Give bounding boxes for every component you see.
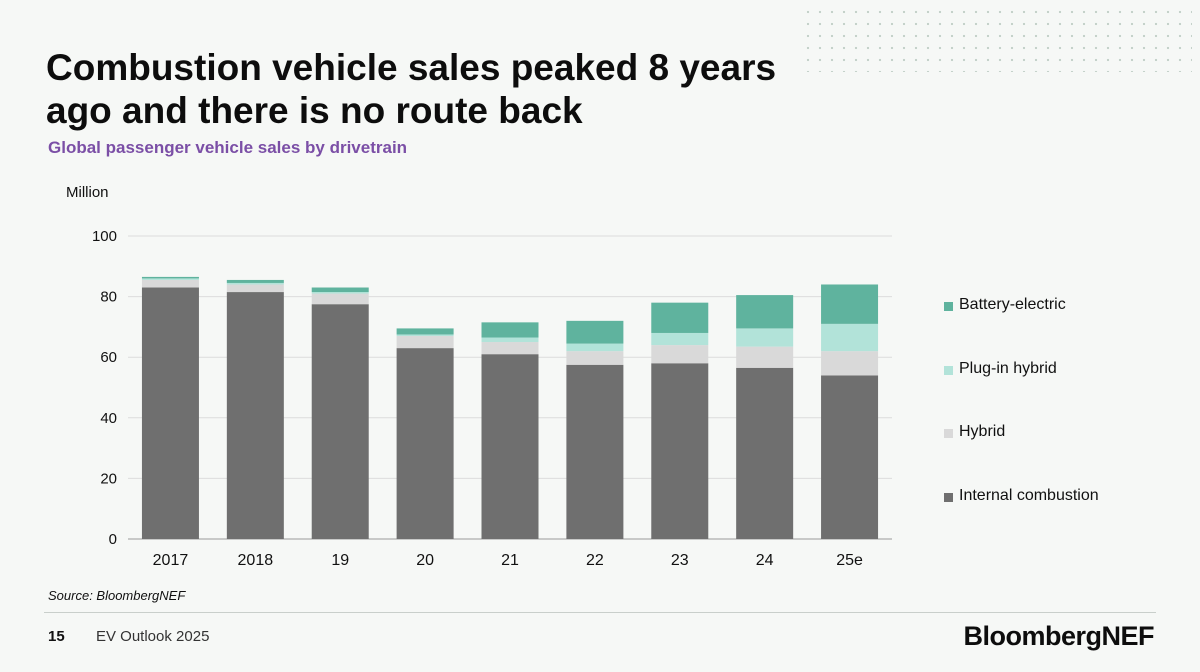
footer-publication-name: EV Outlook 2025 (96, 628, 210, 645)
bar-segment-hybrid (481, 342, 539, 355)
bar-segment-hybrid (226, 284, 284, 293)
y-axis-unit-label: Million (66, 184, 109, 201)
x-axis-ticks: 2017 2018 19 20 21 22 23 24 25e (153, 552, 863, 569)
bar-segment-battery-electric (226, 279, 284, 283)
x-tick-label: 2017 (153, 552, 189, 569)
slide-title: Combustion vehicle sales peaked 8 years … (46, 47, 777, 131)
legend-swatch (944, 429, 953, 438)
legend-item: Plug-in hybrid (944, 360, 1174, 424)
bar-segment-internal-combustion (651, 363, 709, 539)
page-number: 15 (48, 628, 65, 645)
bar-segment-battery-electric (821, 284, 879, 324)
x-tick-label: 25e (836, 552, 863, 569)
bar-segment-hybrid (651, 345, 709, 364)
legend-item: Internal combustion (944, 487, 1174, 551)
stacked-bar-chart: 0 20 40 60 80 100 2017 2018 19 20 21 22 23 24 25e (92, 228, 892, 569)
x-tick-label: 23 (671, 552, 689, 569)
bar-segment-internal-combustion (481, 354, 539, 539)
bar-segment-battery-electric (566, 320, 624, 344)
y-tick-label: 40 (100, 410, 117, 427)
bar-segment-hybrid (141, 279, 199, 288)
y-tick-label: 80 (100, 289, 117, 306)
x-tick-label: 20 (416, 552, 434, 569)
x-tick-label: 22 (586, 552, 604, 569)
y-tick-label: 0 (109, 531, 117, 548)
bar-segment-internal-combustion (396, 348, 454, 539)
x-tick-label: 2018 (238, 552, 274, 569)
bar-segment-plug-in-hybrid (651, 332, 709, 346)
bar-segment-hybrid (566, 351, 624, 365)
bloombergnef-logo: BloombergNEF (963, 621, 1154, 651)
bar-segment-hybrid (396, 335, 454, 349)
y-tick-label: 100 (92, 228, 117, 245)
legend-label: Plug-in hybrid (959, 359, 1057, 377)
bar-segment-internal-combustion (141, 287, 199, 539)
x-tick-label: 24 (756, 552, 774, 569)
legend-label: Hybrid (959, 423, 1006, 440)
bar-segment-plug-in-hybrid (821, 323, 879, 352)
footer-divider (44, 612, 1156, 613)
bar-segment-battery-electric (736, 295, 794, 329)
bar-segment-plug-in-hybrid (311, 292, 369, 294)
bar-segment-hybrid (311, 293, 369, 305)
bar-segment-plug-in-hybrid (141, 278, 199, 280)
bar-segment-internal-combustion (311, 304, 369, 539)
legend-swatch (944, 302, 953, 311)
chart-subtitle: Global passenger vehicle sales by drivet… (48, 138, 408, 157)
bar-segment-plug-in-hybrid (736, 328, 794, 347)
bar-segment-battery-electric (481, 322, 539, 338)
source-note: Source: BloombergNEF (48, 588, 186, 603)
chart-legend: Battery-electric Plug-in hybrid Hybrid Inte… (944, 296, 1174, 550)
legend-swatch (944, 492, 953, 502)
legend-item: Battery-electric (944, 296, 1174, 360)
y-tick-label: 20 (100, 470, 117, 487)
decorative-dot-pattern (802, 6, 1192, 72)
bar-segment-plug-in-hybrid (226, 282, 284, 285)
y-axis-ticks: 0 20 40 60 80 100 (92, 228, 117, 548)
legend-item: Hybrid (944, 423, 1174, 487)
legend-label: Internal combustion (959, 486, 1099, 504)
bar-segment-hybrid (736, 346, 794, 368)
bar-segment-internal-combustion (566, 364, 624, 539)
legend-label: Battery-electric (959, 296, 1066, 313)
bar-segment-internal-combustion (821, 375, 879, 539)
bar-segment-hybrid (821, 351, 879, 376)
bar-segment-battery-electric (141, 276, 199, 279)
y-tick-label: 60 (100, 349, 117, 366)
bar-segment-internal-combustion (226, 292, 284, 539)
x-tick-label: 21 (501, 552, 519, 569)
bar-segment-plug-in-hybrid (396, 334, 454, 336)
bar-segment-internal-combustion (736, 367, 794, 539)
bar-segment-battery-electric (311, 287, 369, 293)
legend-swatch (944, 365, 953, 375)
bars (141, 276, 879, 539)
bar-segment-battery-electric (651, 302, 709, 333)
x-tick-label: 19 (331, 552, 349, 569)
bar-segment-plug-in-hybrid (566, 343, 624, 352)
bar-segment-plug-in-hybrid (481, 337, 539, 343)
bar-segment-battery-electric (396, 328, 454, 335)
